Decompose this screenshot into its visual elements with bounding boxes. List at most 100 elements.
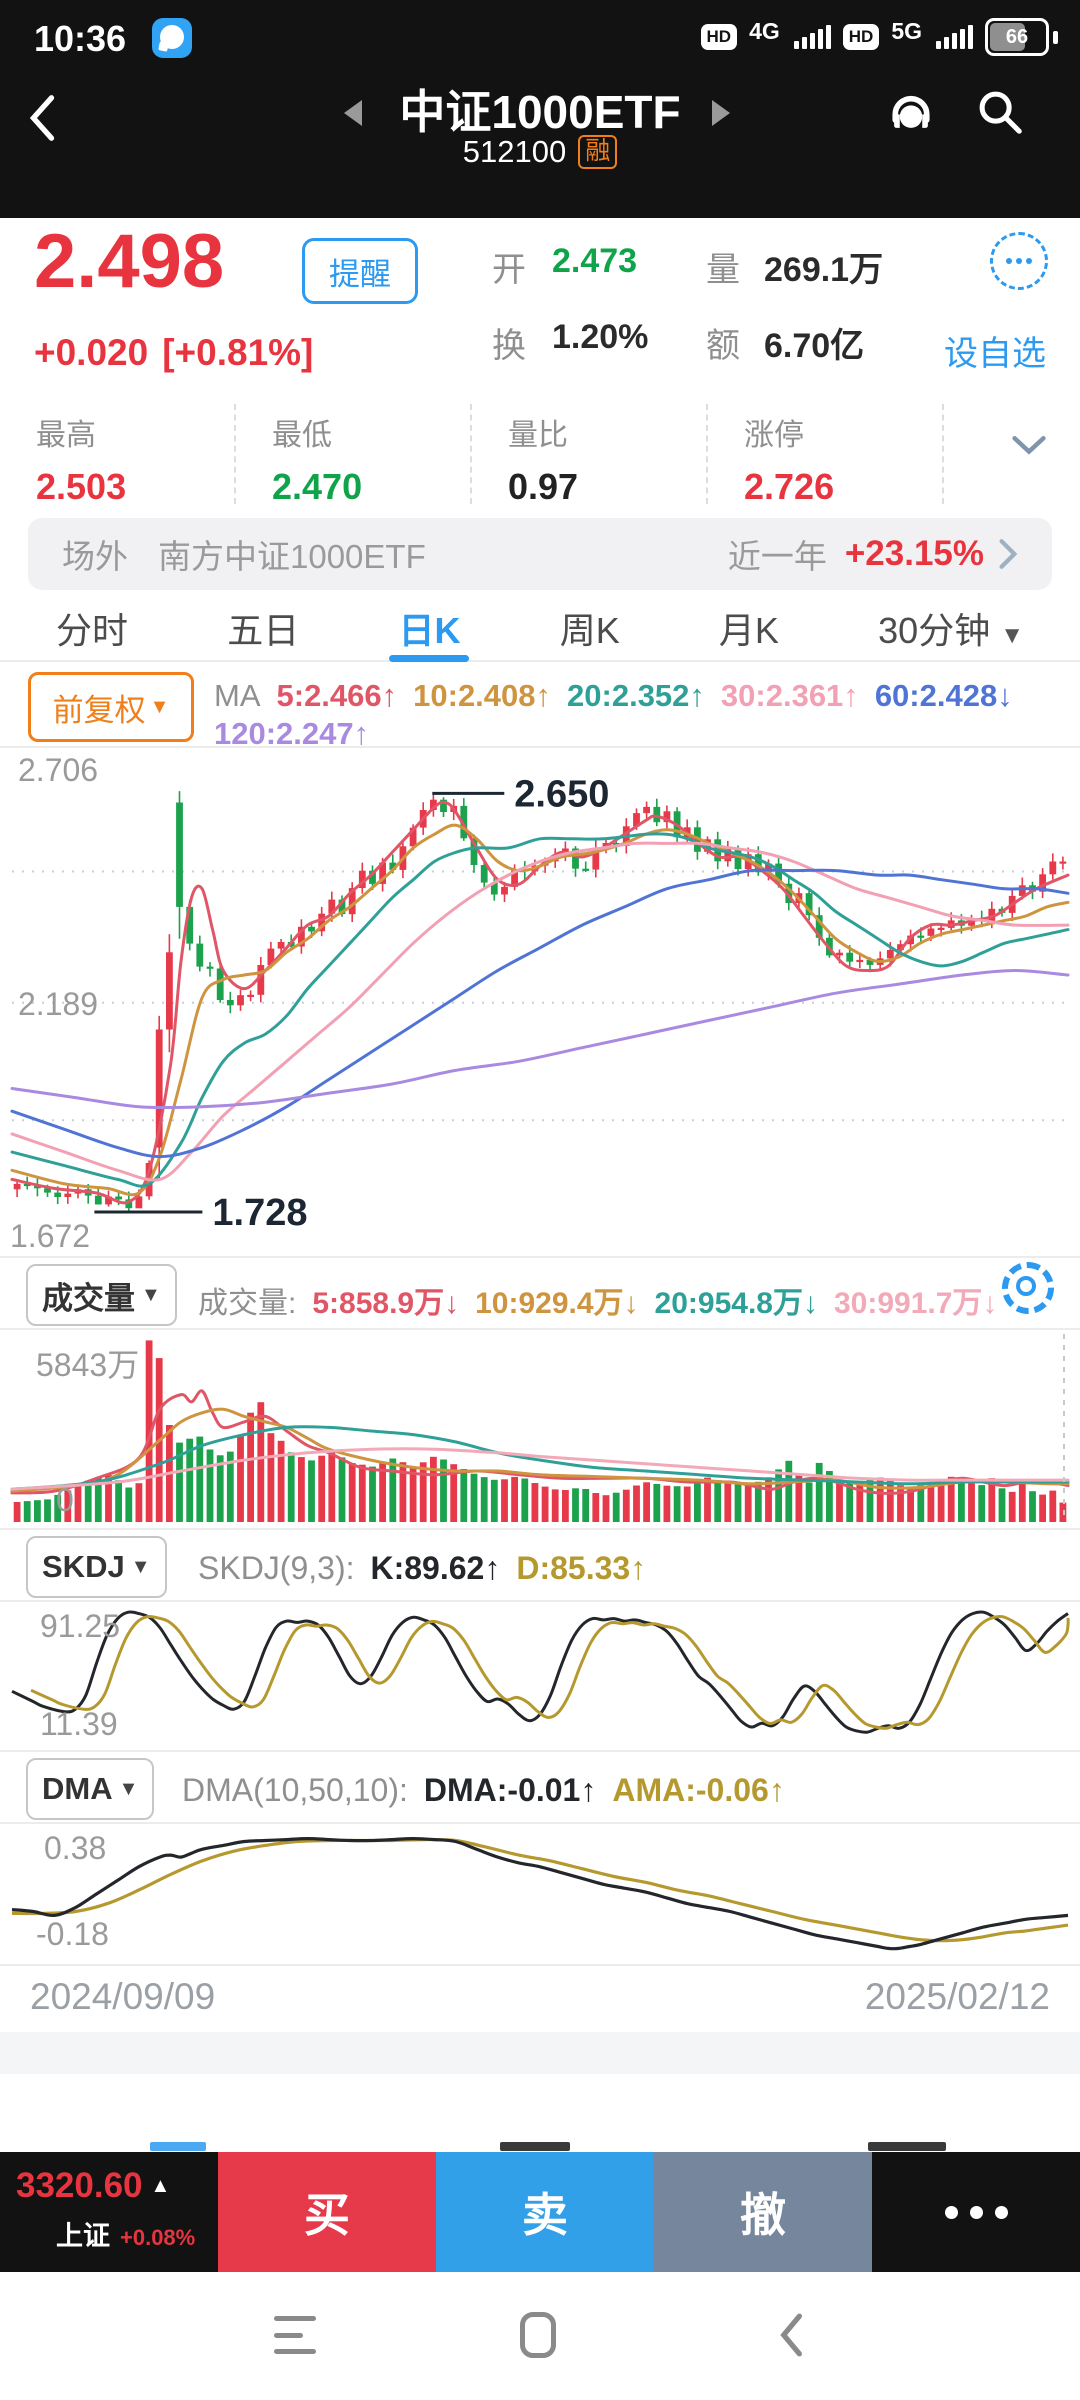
tab-minute[interactable]: 分时 bbox=[56, 610, 129, 651]
svg-text:1.728: 1.728 bbox=[212, 1192, 307, 1234]
amount-value: 6.70亿 bbox=[764, 327, 865, 365]
divider bbox=[0, 1528, 1080, 1530]
turnover-label: 换 bbox=[492, 327, 526, 365]
ma10-value: 10:2.408↑ bbox=[413, 678, 552, 713]
kline-axis-max: 2.706 bbox=[18, 752, 99, 788]
hd-voice-icon: HD bbox=[842, 24, 880, 50]
adjustment-dropdown[interactable]: 前复权 ▼ bbox=[28, 672, 194, 742]
tab-five-day[interactable]: 五日 bbox=[227, 610, 300, 651]
open-value: 2.473 bbox=[552, 242, 638, 280]
volume-label: 量 bbox=[706, 251, 740, 289]
recent-apps-button[interactable] bbox=[274, 2316, 316, 2354]
sell-button[interactable]: 卖 bbox=[436, 2152, 654, 2272]
customer-service-button[interactable] bbox=[884, 84, 938, 143]
chart-end-date: 2025/02/12 bbox=[864, 1976, 1050, 2017]
chevron-down-icon: ▼ bbox=[141, 1283, 161, 1306]
divider bbox=[0, 746, 1080, 748]
clock: 10:36 bbox=[34, 18, 127, 59]
divider bbox=[0, 1600, 1080, 1602]
period-tabs: 分时 五日 日K 周K 月K 30分钟 ▼ bbox=[0, 596, 1080, 662]
battery-nub bbox=[1053, 30, 1058, 44]
back-button[interactable] bbox=[26, 92, 66, 144]
page-title: 中证1000ETF bbox=[399, 86, 681, 138]
ma60-value: 60:2.428↓ bbox=[874, 678, 1013, 713]
dma-indicator-dropdown[interactable]: DMA ▼ bbox=[26, 1758, 155, 1820]
skdj-chart[interactable] bbox=[0, 1602, 1080, 1750]
previous-stock-arrow[interactable] bbox=[344, 100, 362, 126]
vma30-value: 30:991.7万↓ bbox=[833, 1287, 998, 1320]
vma10-value: 10:929.4万↓ bbox=[475, 1287, 639, 1320]
expand-stats-button[interactable] bbox=[1012, 436, 1046, 461]
hd-voice-icon: HD bbox=[700, 24, 738, 50]
divider bbox=[0, 1822, 1080, 1824]
chevron-down-icon: ▼ bbox=[1000, 622, 1024, 649]
clipped-row-fragment bbox=[150, 2142, 206, 2151]
volume-value: 269.1万 bbox=[764, 251, 884, 289]
period-return: +23.15% bbox=[844, 534, 984, 573]
divider bbox=[0, 1328, 1080, 1330]
search-icon bbox=[979, 91, 1022, 134]
chart-start-date: 2024/09/09 bbox=[30, 1976, 216, 2017]
index-quote-cell[interactable]: 3320.60 ▲ 上证 +0.08% bbox=[0, 2152, 218, 2272]
clipped-row-fragment bbox=[500, 2142, 570, 2151]
amount-label: 额 bbox=[706, 327, 740, 365]
add-to-watchlist-button[interactable]: 设自选 bbox=[944, 335, 1046, 373]
kline-chart[interactable]: 2.650 1.728 bbox=[0, 748, 1080, 1252]
skdj-d-value: D:85.33↑ bbox=[516, 1550, 647, 1586]
signal-bars-icon bbox=[936, 25, 973, 49]
ama-value: AMA:-0.06↑ bbox=[612, 1772, 785, 1808]
back-chevron-icon bbox=[29, 95, 55, 141]
tab-monthly-k[interactable]: 月K bbox=[718, 610, 779, 651]
dma-value: DMA:-0.01↑ bbox=[423, 1772, 597, 1808]
stat-limit-up: 涨停 2.726 bbox=[708, 404, 944, 507]
tab-weekly-k[interactable]: 周K bbox=[559, 610, 620, 651]
margin-trading-badge: 融 bbox=[578, 135, 618, 169]
indicator-settings-gear-icon[interactable] bbox=[1002, 1262, 1054, 1314]
tab-30min[interactable]: 30分钟 ▼ bbox=[878, 610, 1024, 651]
price-change: +0.020 [+0.81%] bbox=[34, 332, 313, 374]
status-icons: HD 4G HD 5G 66 bbox=[700, 14, 1058, 60]
tab-daily-k[interactable]: 日K bbox=[389, 596, 470, 662]
volume-indicator-dropdown[interactable]: 成交量 ▼ bbox=[26, 1264, 177, 1326]
vma5-value: 5:858.9万↓ bbox=[312, 1287, 460, 1320]
dma-legend: DMA(10,50,10): DMA:-0.01↑ AMA:-0.06↑ bbox=[182, 1772, 785, 1808]
cancel-order-button[interactable]: 撤 bbox=[654, 2152, 872, 2272]
ma30-value: 30:2.361↑ bbox=[720, 678, 859, 713]
stock-code: 512100 bbox=[462, 134, 567, 169]
clipped-row-fragment bbox=[868, 2142, 946, 2151]
skdj-k-value: K:89.62↑ bbox=[370, 1550, 501, 1586]
stat-high: 最高 2.503 bbox=[0, 404, 236, 507]
nav-back-button[interactable] bbox=[778, 2312, 804, 2363]
open-label: 开 bbox=[492, 251, 526, 289]
ma20-value: 20:2.352↑ bbox=[567, 678, 705, 713]
chevron-down-icon: ▼ bbox=[149, 695, 170, 718]
status-and-title-bar: 10:36 HD 4G HD 5G 66 中证1000ETF 512100 融 bbox=[0, 0, 1080, 218]
price-alert-button[interactable]: 提醒 bbox=[302, 238, 418, 304]
volume-chart[interactable] bbox=[0, 1330, 1080, 1526]
more-actions-button[interactable] bbox=[872, 2152, 1080, 2272]
search-button[interactable] bbox=[972, 84, 1026, 143]
index-value: 3320.60 bbox=[16, 2166, 143, 2205]
network-type-5g: 5G bbox=[891, 17, 922, 44]
skdj-axis-min: 11.39 bbox=[40, 1706, 118, 1742]
back-chevron-icon bbox=[780, 2313, 802, 2357]
stat-volume-ratio: 量比 0.97 bbox=[472, 404, 708, 507]
dma-chart[interactable] bbox=[0, 1824, 1080, 1964]
volume-axis-zero: 0 bbox=[56, 1482, 74, 1518]
skdj-indicator-dropdown[interactable]: SKDJ ▼ bbox=[26, 1536, 167, 1598]
buy-button[interactable]: 买 bbox=[218, 2152, 436, 2272]
otc-fund-banner[interactable]: 场外 南方中证1000ETF 近一年 +23.15% bbox=[28, 518, 1052, 590]
skdj-axis-max: 91.25 bbox=[40, 1608, 121, 1644]
index-name: 上证 bbox=[56, 2221, 110, 2251]
divider bbox=[0, 1964, 1080, 1966]
network-type-4g: 4G bbox=[749, 17, 780, 44]
next-stock-arrow[interactable] bbox=[712, 100, 730, 126]
svg-text:2.650: 2.650 bbox=[514, 773, 609, 815]
index-up-triangle-icon: ▲ bbox=[150, 2174, 171, 2197]
more-options-icon[interactable] bbox=[990, 232, 1048, 290]
stats-row: 最高 2.503 最低 2.470 量比 0.97 涨停 2.726 bbox=[0, 398, 1080, 510]
dma-axis-min: -0.18 bbox=[36, 1916, 109, 1952]
home-button[interactable] bbox=[520, 2312, 556, 2358]
headset-icon bbox=[892, 95, 930, 128]
volume-legend: 成交量: 5:858.9万↓ 10:929.4万↓ 20:954.8万↓ 30:… bbox=[198, 1278, 997, 1322]
